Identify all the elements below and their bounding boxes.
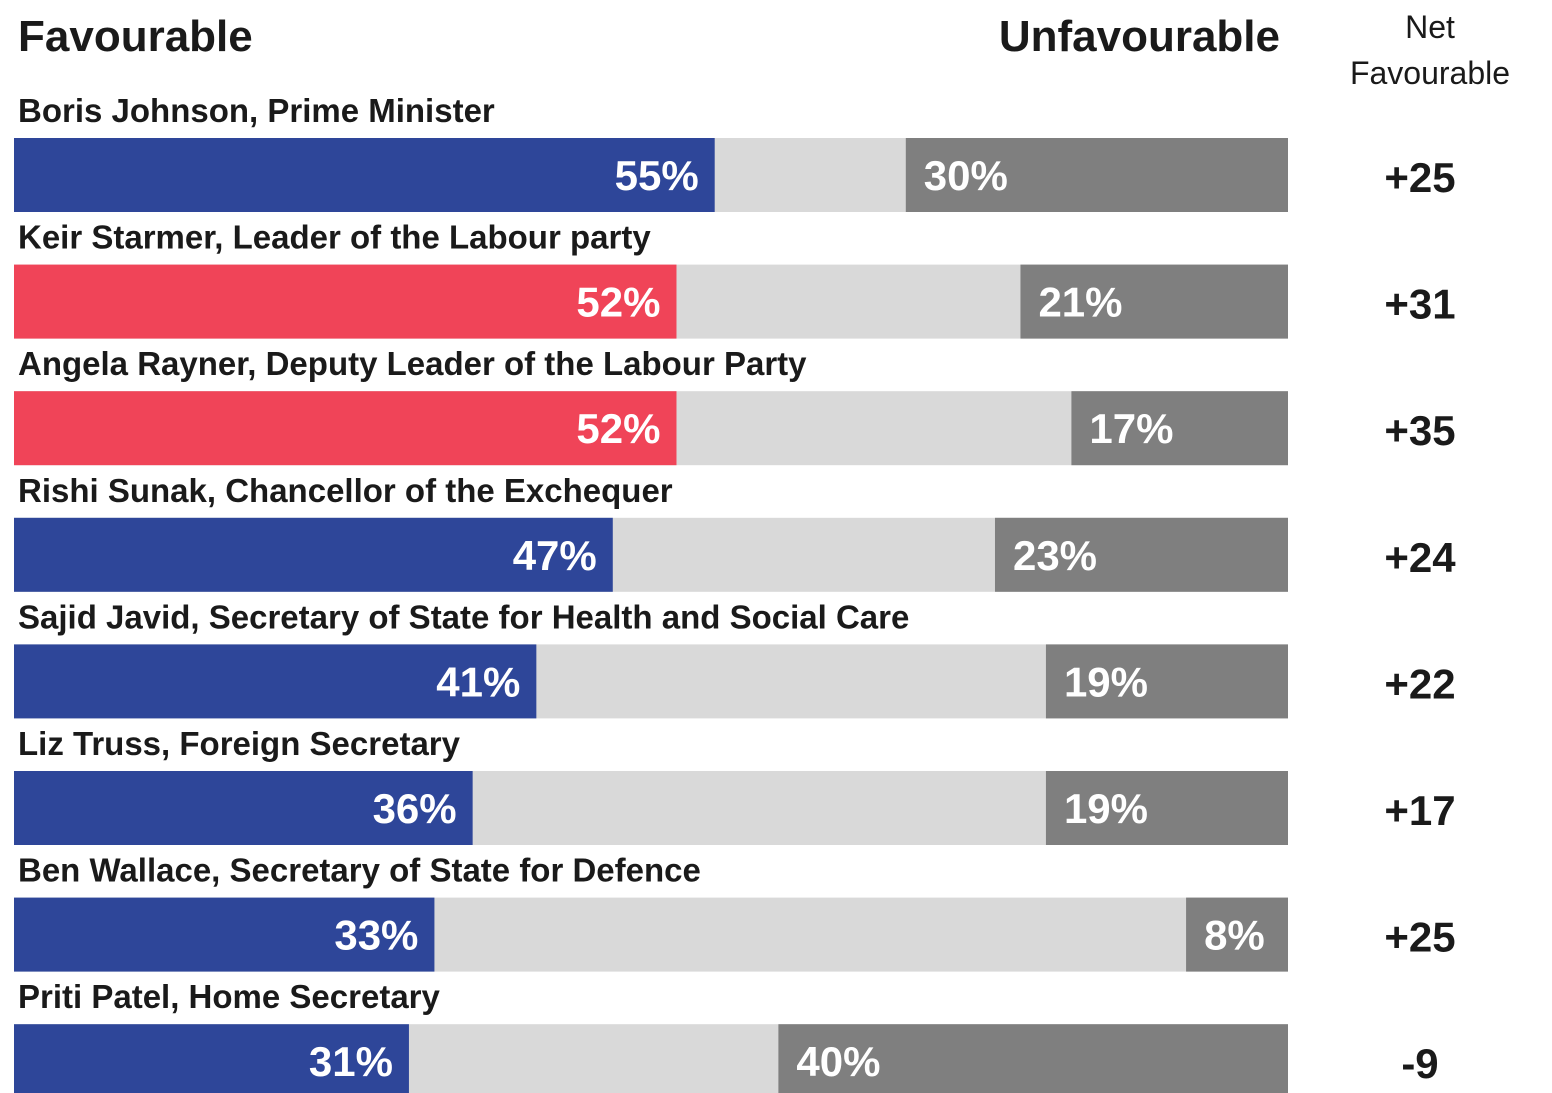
favourable-header: Favourable (18, 12, 253, 61)
favourable-value-label: 55% (615, 152, 699, 199)
category-label: Rishi Sunak, Chancellor of the Exchequer (18, 472, 673, 509)
net-favourable-value: -9 (1401, 1040, 1438, 1087)
category-label: Angela Rayner, Deputy Leader of the Labo… (18, 345, 807, 382)
net-favourable-value: +35 (1384, 407, 1455, 454)
net-favourable-value: +25 (1384, 154, 1455, 201)
net-label-line1: Net (1405, 9, 1455, 45)
unfavourable-value-label: 19% (1064, 658, 1148, 705)
favourable-value-label: 52% (576, 279, 660, 326)
unfavourable-bar (1071, 391, 1288, 466)
unfavourable-bar (1045, 644, 1288, 719)
favourable-bar (14, 391, 677, 466)
favourable-bar (14, 264, 677, 339)
net-label-line2: Favourable (1349, 55, 1511, 91)
category-label: Keir Starmer, Leader of the Labour party (18, 219, 651, 256)
net-favourable-value: +24 (1384, 534, 1456, 581)
favourable-bar (14, 138, 715, 212)
favourable-bar (14, 517, 613, 592)
unfavourable-bar (905, 138, 1288, 212)
favourable-bar (14, 771, 473, 845)
net-favourable-value: +31 (1384, 281, 1455, 328)
favourable-bar (14, 897, 435, 972)
unfavourable-value-label: 21% (1038, 279, 1122, 326)
favourable-bar (14, 1024, 409, 1093)
category-label: Boris Johnson, Prime Minister (18, 92, 495, 129)
net-favourable-value: +17 (1384, 787, 1455, 834)
favourable-value-label: 52% (576, 405, 660, 452)
net-favourable-value: +22 (1384, 660, 1455, 707)
unfavourable-value-label: 19% (1064, 785, 1148, 832)
category-label: Liz Truss, Foreign Secretary (18, 725, 461, 762)
net-favourable-header: Net Favourable (1330, 4, 1530, 96)
unfavourable-value-label: 17% (1089, 405, 1173, 452)
unfavourable-bar (994, 517, 1288, 592)
unfavourable-bar (1186, 897, 1288, 972)
unfavourable-value-label: 40% (796, 1038, 880, 1085)
favourable-value-label: 41% (436, 658, 520, 705)
favourable-value-label: 36% (373, 785, 457, 832)
category-label: Priti Patel, Home Secretary (18, 978, 441, 1015)
unfavourable-value-label: 8% (1204, 912, 1265, 959)
unfavourable-bar (1020, 264, 1288, 339)
favourable-value-label: 47% (513, 532, 597, 579)
favourable-bar (14, 644, 537, 719)
unfavourable-bar (1045, 771, 1288, 845)
favourable-value-label: 31% (309, 1038, 393, 1085)
net-favourable-value: +25 (1384, 914, 1455, 961)
favourable-value-label: 33% (334, 912, 418, 959)
unfavourable-header: Unfavourable (998, 12, 1280, 61)
unfavourable-value-label: 30% (924, 152, 1008, 199)
unfavourable-bar (778, 1024, 1288, 1093)
unfavourable-value-label: 23% (1013, 532, 1097, 579)
category-label: Sajid Javid, Secretary of State for Heal… (18, 598, 909, 635)
category-label: Ben Wallace, Secretary of State for Defe… (18, 852, 701, 889)
